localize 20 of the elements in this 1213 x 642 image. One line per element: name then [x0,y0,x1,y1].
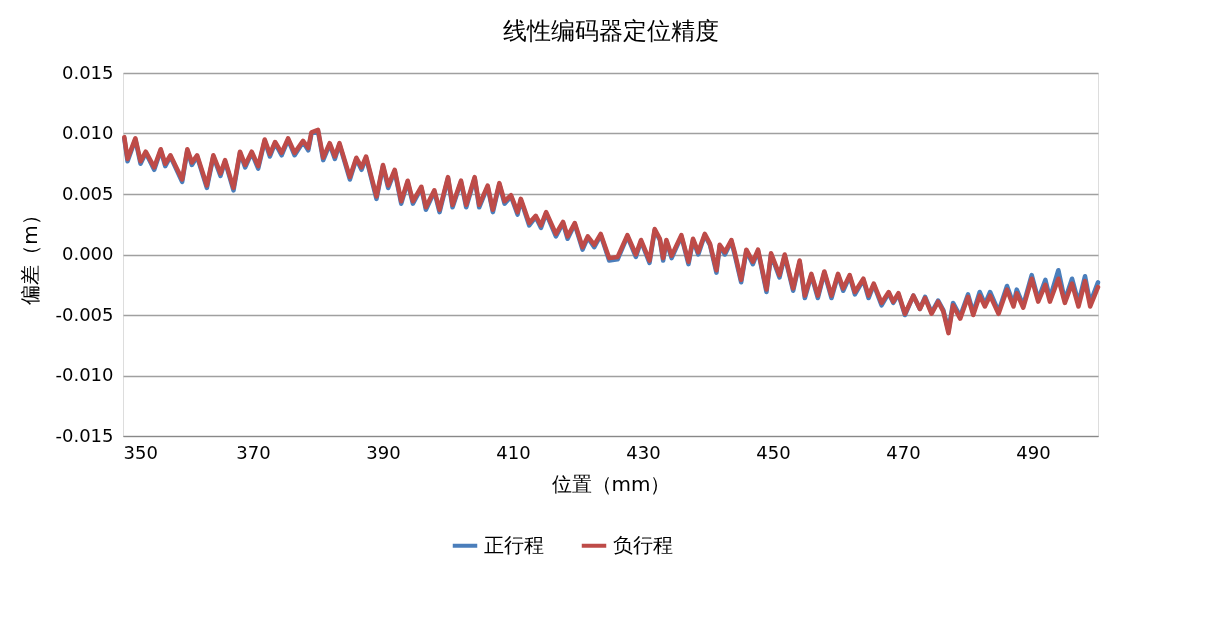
legend-label: 正行程 [483,532,544,557]
y-tick-label: -0.010 [55,364,114,385]
y-tick-label: 0.010 [61,122,114,143]
x-tick-label: 450 [756,441,791,463]
legend-label: 负行程 [612,532,673,557]
x-tick-label: 370 [236,441,271,463]
x-tick-label: 490 [1016,441,1051,463]
y-tick-label: 0.000 [61,243,114,264]
y-tick-label: 0.015 [61,61,114,83]
y-tick-label: -0.005 [55,303,114,325]
x-tick-label: 470 [886,441,921,463]
x-tick-label: 390 [366,441,401,463]
y-axis-title: 偏差（m） [18,205,43,305]
x-tick-label: 410 [496,441,531,463]
x-tick-label: 430 [626,441,661,463]
x-axis-title: 位置（mm） [551,471,671,496]
chart-title: 线性编码器定位精度 [502,17,719,45]
y-tick-label: 0.005 [61,182,114,204]
y-tick-label: -0.015 [55,424,114,446]
x-tick-label: 350 [123,441,158,463]
